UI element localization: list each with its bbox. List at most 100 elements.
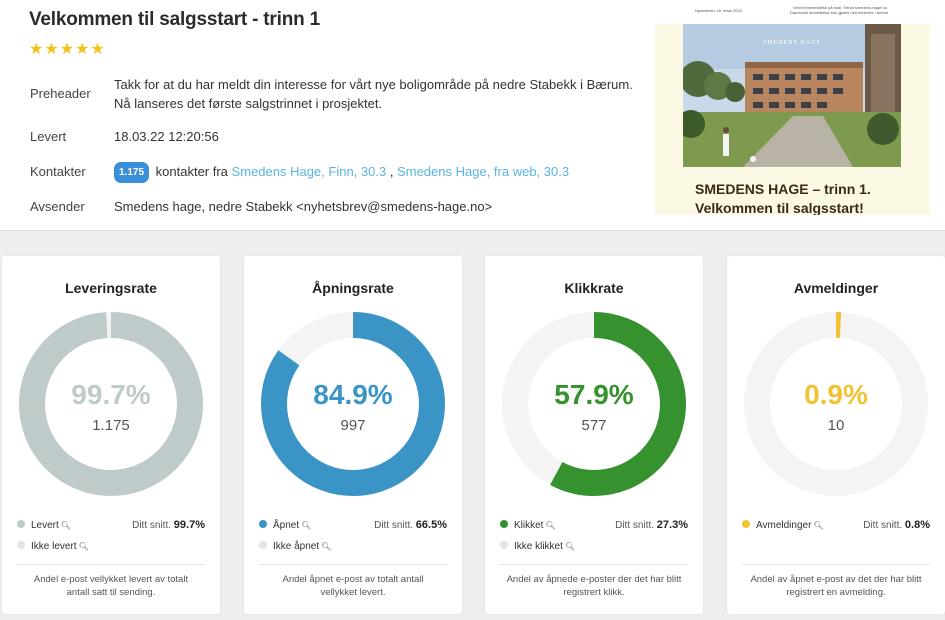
legend-dot xyxy=(742,520,750,528)
legend-dot xyxy=(17,520,25,528)
card-count: 1.175 xyxy=(92,417,130,434)
avsender-value: Smedens hage, nedre Stabekk <nyhetsbrev@… xyxy=(114,199,493,214)
unsubscribe-donut-chart[interactable] xyxy=(744,312,928,496)
unsubscribe-card: Avmeldinger 0.9% 10 Avmeldinger 🔍︎ Ditt s… xyxy=(727,256,945,614)
legend-dot xyxy=(259,541,267,549)
legend-item-levert[interactable]: Levert 🔍︎ xyxy=(17,520,71,531)
preview-notice: Vent hennmeldelse på mail. Sendt smedens… xyxy=(789,5,888,15)
card-title: Klikkrate xyxy=(564,280,624,296)
card-percent: 84.9% xyxy=(313,379,393,410)
star-icon[interactable]: ★ xyxy=(59,41,75,58)
legend-label: Klikket xyxy=(514,520,544,531)
card-description: Andel av åpnede e-poster der det har bli… xyxy=(506,574,682,598)
preheader-value: Takk for at du har meldt din interesse f… xyxy=(114,77,633,111)
levert-label: Levert xyxy=(30,129,67,144)
legend-item-ikke-levert[interactable]: Ikke levert 🔍︎ xyxy=(17,541,89,552)
open-donut-chart[interactable] xyxy=(261,312,445,496)
card-count: 997 xyxy=(340,417,366,434)
card-title: Leveringsrate xyxy=(65,280,157,296)
average-label: Ditt snitt. xyxy=(863,520,903,531)
donut-value-arc xyxy=(19,312,203,496)
legend-dot xyxy=(17,541,25,549)
donut-value-arc xyxy=(261,312,445,496)
star-icon[interactable]: ★ xyxy=(90,41,105,58)
legend-dot xyxy=(500,541,508,549)
legend-item-ikke-apnet[interactable]: Ikke åpnet 🔍︎ xyxy=(259,541,331,552)
divider xyxy=(500,564,688,565)
click-donut-chart[interactable] xyxy=(502,312,686,496)
legend-label: Avmeldinger xyxy=(756,520,812,531)
average-label: Ditt snitt. xyxy=(615,520,655,531)
levert-value: 18.03.22 12:20:56 xyxy=(114,129,219,144)
legend-label: Ikke levert xyxy=(31,541,77,552)
star-icon[interactable]: ★ xyxy=(44,41,59,58)
card-title: Åpningsrate xyxy=(312,280,394,296)
card-description: Andel av åpnet e-post av det der har bli… xyxy=(750,574,922,598)
card-percent: 0.9% xyxy=(804,379,868,410)
preview-top-bar: Nyhetsbrev 18. mars 2022 Vent hennmeldel… xyxy=(655,2,930,24)
legend-item-ikke-klikket[interactable]: Ikke klikket 🔍︎ xyxy=(500,541,575,552)
star-icon[interactable]: ★ xyxy=(75,41,90,58)
card-percent: 57.9% xyxy=(554,379,634,410)
card-count: 10 xyxy=(827,417,845,434)
kontakter-value: 1.175 kontakter fra Smedens Hage, Finn, … xyxy=(114,162,634,184)
contact-list-separator: , xyxy=(389,164,394,179)
preview-logo: SMEDENS HAGE xyxy=(763,40,821,46)
legend-dot xyxy=(500,520,508,528)
search-icon[interactable]: 🔍︎ xyxy=(60,521,71,530)
campaign-header-card: Velkommen til salgsstart - trinn 1 ★★★★★… xyxy=(0,0,945,231)
average-value: 0.8% xyxy=(904,519,930,531)
legend-label: Ikke åpnet xyxy=(273,541,320,552)
average-value: 66.5% xyxy=(415,519,447,531)
preview-building-image: SMEDENS HAGE xyxy=(683,24,901,167)
search-icon[interactable]: 🔍︎ xyxy=(545,521,556,530)
legend-label: Levert xyxy=(31,520,59,531)
delivery-donut-chart[interactable] xyxy=(19,312,203,496)
search-icon[interactable]: 🔍︎ xyxy=(564,542,576,551)
preheader-label: Preheader xyxy=(30,86,91,101)
email-preview-thumbnail[interactable]: Nyhetsbrev 18. mars 2022 Vent hennmeldel… xyxy=(655,2,930,215)
star-icon[interactable]: ★ xyxy=(29,41,44,58)
search-icon[interactable]: 🔍︎ xyxy=(78,542,89,551)
kontakter-label: Kontakter xyxy=(30,164,86,179)
legend-dot xyxy=(259,520,267,528)
preview-caption: SMEDENS HAGE – trinn 1. Velkommen til sa… xyxy=(695,180,871,215)
avsender-label: Avsender xyxy=(30,199,85,214)
preview-caption-line2: Velkommen til salgsstart! xyxy=(695,200,864,215)
average-stat: Ditt snitt. 66.5% xyxy=(374,519,447,531)
card-title: Avmeldinger xyxy=(793,280,879,296)
average-stat: Ditt snitt. 99.7% xyxy=(132,519,205,531)
search-icon[interactable]: 🔍︎ xyxy=(813,521,824,530)
legend-item-apnet[interactable]: Åpnet 🔍︎ xyxy=(259,520,311,531)
average-stat: Ditt snitt. 27.3% xyxy=(615,519,688,531)
campaign-title: Velkommen til salgsstart - trinn 1 xyxy=(29,9,320,30)
donut-value-arc xyxy=(502,312,686,496)
preview-caption-line1: SMEDENS HAGE – trinn 1. xyxy=(695,181,871,197)
divider xyxy=(742,564,930,565)
click-rate-card: Klikkrate 57.9% 577 Klikket 🔍︎ Ditt snitt… xyxy=(485,256,703,614)
card-count: 577 xyxy=(581,417,607,434)
contact-list-link-finn[interactable]: Smedens Hage, Finn, 30.3 xyxy=(231,164,387,179)
card-description: Andel åpnet e-post av totalt antall vell… xyxy=(282,574,424,598)
average-label: Ditt snitt. xyxy=(374,520,414,531)
delivery-rate-card: Leveringsrate 99.7% 1.175 Levert 🔍︎ Ditt … xyxy=(2,256,220,614)
legend-item-klikket[interactable]: Klikket 🔍︎ xyxy=(500,520,556,531)
search-icon[interactable]: 🔍︎ xyxy=(301,521,312,530)
average-label: Ditt snitt. xyxy=(132,520,172,531)
search-icon[interactable]: 🔍︎ xyxy=(321,542,332,551)
average-value: 99.7% xyxy=(173,519,205,531)
card-description: Andel e-post vellykket levert av totalt … xyxy=(33,574,189,598)
card-percent: 99.7% xyxy=(71,379,151,410)
legend-label: Åpnet xyxy=(273,520,300,531)
divider xyxy=(259,564,447,565)
contact-list-link-web[interactable]: Smedens Hage, fra web, 30.3 xyxy=(397,164,570,179)
legend-label: Ikke klikket xyxy=(514,541,563,552)
average-stat: Ditt snitt. 0.8% xyxy=(863,519,930,531)
rating-stars[interactable]: ★★★★★ xyxy=(29,39,106,59)
preview-date: Nyhetsbrev 18. mars 2022 xyxy=(695,8,742,13)
divider xyxy=(17,564,205,565)
donut-value-arc xyxy=(744,312,928,496)
average-value: 27.3% xyxy=(656,519,688,531)
kontakter-text: kontakter fra xyxy=(155,164,228,179)
legend-item-avmeldinger[interactable]: Avmeldinger 🔍︎ xyxy=(742,520,824,531)
